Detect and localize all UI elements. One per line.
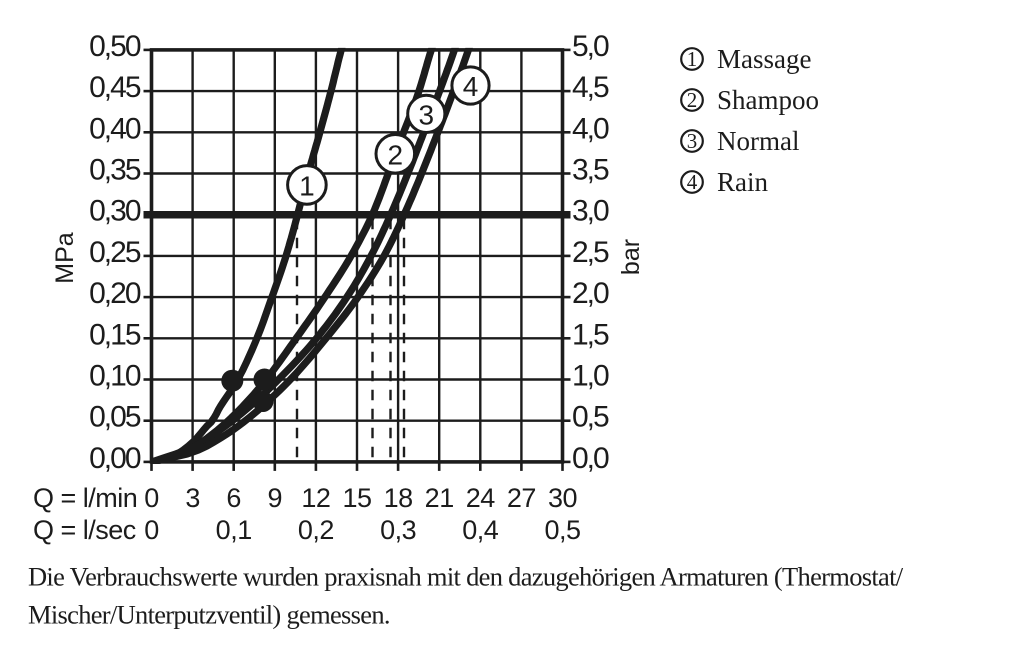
- svg-text:0,2: 0,2: [298, 515, 334, 545]
- svg-text:3,5: 3,5: [572, 154, 609, 187]
- svg-text:1,5: 1,5: [572, 318, 609, 351]
- svg-text:21: 21: [425, 483, 454, 513]
- svg-text:30: 30: [548, 483, 577, 513]
- svg-text:0,45: 0,45: [89, 71, 141, 104]
- svg-text:2,0: 2,0: [572, 277, 609, 310]
- svg-text:12: 12: [301, 483, 330, 513]
- svg-text:9: 9: [268, 483, 283, 513]
- svg-text:0,35: 0,35: [89, 154, 141, 187]
- svg-text:27: 27: [507, 483, 536, 513]
- svg-text:0,5: 0,5: [544, 515, 580, 545]
- svg-text:Shampoo: Shampoo: [717, 85, 819, 115]
- svg-text:4: 4: [463, 71, 479, 102]
- svg-text:Massage: Massage: [717, 44, 811, 74]
- svg-text:0,05: 0,05: [89, 401, 141, 434]
- svg-text:3: 3: [419, 99, 435, 130]
- svg-text:Q = l/min: Q = l/min: [33, 483, 137, 513]
- svg-text:18: 18: [384, 483, 413, 513]
- svg-text:MPa: MPa: [51, 232, 79, 284]
- svg-text:0,30: 0,30: [89, 195, 141, 228]
- svg-text:0,15: 0,15: [89, 318, 141, 351]
- svg-text:0,0: 0,0: [572, 442, 609, 475]
- svg-text:0,4: 0,4: [462, 515, 499, 545]
- svg-text:Rain: Rain: [717, 167, 768, 197]
- svg-text:15: 15: [342, 483, 371, 513]
- svg-text:2: 2: [687, 88, 698, 112]
- svg-text:2,5: 2,5: [572, 236, 609, 269]
- svg-text:0,5: 0,5: [572, 401, 609, 434]
- svg-text:4,0: 4,0: [572, 112, 609, 145]
- svg-text:0,40: 0,40: [89, 112, 141, 145]
- svg-text:6: 6: [226, 483, 241, 513]
- svg-text:0,25: 0,25: [89, 236, 141, 269]
- svg-text:0,3: 0,3: [380, 515, 416, 545]
- svg-text:0,00: 0,00: [89, 442, 141, 475]
- svg-text:0,20: 0,20: [89, 277, 141, 310]
- svg-text:0,1: 0,1: [216, 515, 252, 545]
- svg-text:3,0: 3,0: [572, 195, 609, 228]
- svg-text:0: 0: [144, 483, 159, 513]
- svg-text:Mischer/Unterputzventil) gemes: Mischer/Unterputzventil) gemessen.: [28, 600, 390, 630]
- svg-text:0,50: 0,50: [89, 30, 141, 63]
- svg-text:0,10: 0,10: [89, 360, 141, 393]
- svg-text:1: 1: [299, 170, 315, 201]
- svg-text:bar: bar: [617, 239, 645, 275]
- svg-text:4,5: 4,5: [572, 71, 609, 104]
- svg-text:Q = l/sec: Q = l/sec: [33, 515, 136, 545]
- svg-text:1: 1: [687, 47, 698, 71]
- svg-text:5,0: 5,0: [572, 30, 609, 63]
- svg-text:Normal: Normal: [717, 126, 799, 156]
- svg-text:3: 3: [185, 483, 200, 513]
- svg-text:0: 0: [144, 515, 159, 545]
- svg-text:4: 4: [687, 170, 698, 194]
- svg-text:2: 2: [388, 139, 404, 170]
- svg-text:24: 24: [466, 483, 496, 513]
- svg-text:3: 3: [687, 129, 698, 153]
- svg-text:Die Verbrauchswerte wurden pra: Die Verbrauchswerte wurden praxisnah mit…: [28, 562, 904, 592]
- svg-text:1,0: 1,0: [572, 360, 609, 393]
